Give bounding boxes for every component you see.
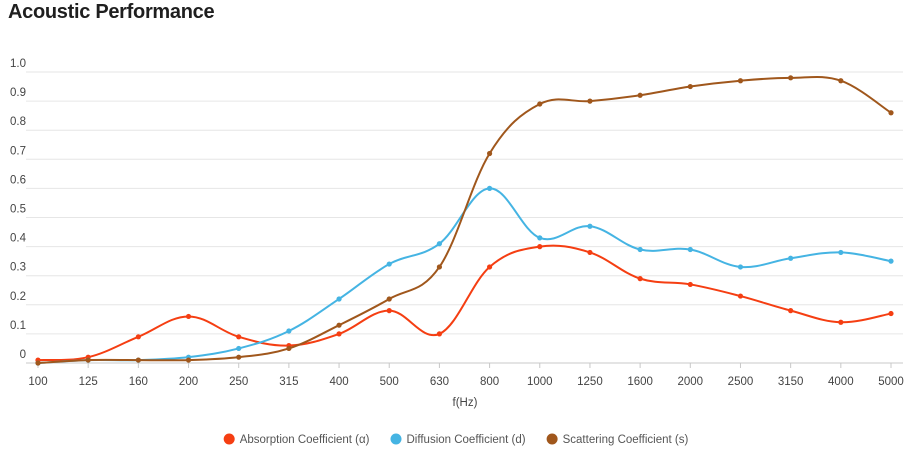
data-point[interactable]	[135, 334, 141, 340]
data-point[interactable]	[486, 150, 493, 157]
data-point[interactable]	[236, 345, 242, 352]
data-point[interactable]	[737, 293, 744, 299]
data-point[interactable]	[537, 244, 543, 250]
x-axis-label: f(Hz)	[453, 397, 478, 409]
data-point[interactable]	[788, 75, 794, 81]
data-point[interactable]	[236, 334, 242, 340]
legend-marker	[390, 433, 402, 445]
data-point[interactable]	[486, 185, 493, 191]
data-point[interactable]	[336, 296, 342, 302]
y-tick-label: 0.7	[10, 145, 26, 157]
x-tick-label: 4000	[828, 376, 854, 388]
data-point[interactable]	[587, 249, 593, 256]
data-point[interactable]	[838, 319, 844, 325]
data-point[interactable]	[286, 345, 292, 352]
x-tick-label: 100	[28, 376, 47, 388]
x-tick-label: 2000	[677, 376, 703, 388]
legend-item[interactable]: Diffusion Coefficient (d)	[390, 433, 526, 447]
data-point[interactable]	[687, 281, 693, 288]
series-1	[35, 244, 894, 363]
x-tick-label: 5000	[878, 376, 904, 388]
data-point[interactable]	[637, 246, 643, 253]
data-point[interactable]	[888, 310, 894, 317]
y-tick-label: 0.4	[10, 233, 27, 245]
y-tick-label: 0.6	[10, 174, 26, 186]
y-tick-label: 0.3	[10, 262, 26, 274]
data-point[interactable]	[336, 322, 342, 328]
y-tick-label: 0.8	[10, 116, 26, 128]
legend-marker	[546, 433, 558, 445]
data-point[interactable]	[888, 110, 894, 116]
y-tick-label: 0.5	[10, 204, 26, 216]
data-point[interactable]	[436, 241, 443, 247]
x-tick-label: 200	[179, 376, 198, 388]
data-point[interactable]	[737, 264, 744, 270]
legend-label: Diffusion Coefficient (d)	[407, 434, 526, 446]
x-axis-ticks: 100 125 160 200 250 315 400 500 630 800 1000 1250 16…	[28, 363, 904, 388]
y-tick-label: 0.1	[10, 320, 26, 332]
data-point[interactable]	[537, 101, 543, 107]
data-point[interactable]	[788, 255, 794, 261]
data-point[interactable]	[35, 360, 41, 366]
x-tick-label: 1000	[527, 376, 553, 388]
legend: Absorption Coefficient (α) Diffusion Coef…	[223, 433, 689, 447]
x-tick-label: 1600	[627, 376, 653, 388]
x-tick-label: 315	[279, 376, 298, 388]
y-tick-label: 1.0	[10, 58, 26, 70]
data-point[interactable]	[185, 313, 192, 320]
data-point[interactable]	[286, 328, 292, 334]
x-tick-label: 125	[79, 376, 98, 388]
y-tick-label: 0	[20, 349, 26, 361]
x-tick-label: 400	[329, 376, 348, 388]
data-point[interactable]	[637, 276, 643, 282]
data-point[interactable]	[687, 83, 693, 90]
data-point[interactable]	[436, 264, 443, 270]
x-tick-label: 630	[430, 376, 449, 388]
y-axis-ticks: 0 0.1 0.2 0.3 0.4 0.5 0.6 0.7 0.8 0.9 1.0	[10, 58, 27, 361]
data-point[interactable]	[587, 223, 593, 229]
data-point[interactable]	[386, 261, 392, 267]
y-tick-label: 0.2	[10, 291, 26, 303]
x-tick-label: 3150	[778, 376, 804, 388]
chart-title: Acoustic Performance	[8, 1, 215, 23]
legend-marker	[223, 433, 235, 445]
data-point[interactable]	[436, 331, 443, 337]
x-tick-label: 500	[380, 376, 399, 388]
legend-item[interactable]: Scattering Coefficient (s)	[546, 433, 689, 447]
gridlines	[26, 71, 903, 364]
y-tick-label: 0.9	[10, 87, 26, 99]
x-tick-label: 2500	[728, 376, 754, 388]
data-point[interactable]	[386, 308, 392, 314]
data-point[interactable]	[637, 92, 643, 98]
data-point[interactable]	[838, 78, 844, 84]
legend-label: Scattering Coefficient (s)	[563, 434, 689, 446]
legend-item[interactable]: Absorption Coefficient (α)	[223, 433, 370, 447]
data-point[interactable]	[236, 354, 242, 360]
series-line	[37, 75, 892, 364]
data-point[interactable]	[587, 98, 593, 104]
data-point[interactable]	[537, 235, 543, 241]
x-tick-label: 160	[129, 376, 148, 388]
series-3	[35, 75, 894, 366]
data-point[interactable]	[737, 78, 744, 84]
data-point[interactable]	[386, 296, 392, 302]
data-point[interactable]	[486, 264, 493, 270]
legend-label: Absorption Coefficient (α)	[240, 434, 370, 446]
data-point[interactable]	[185, 357, 192, 363]
data-point[interactable]	[135, 357, 141, 363]
data-point[interactable]	[838, 249, 844, 256]
x-tick-label: 250	[229, 376, 248, 388]
data-point[interactable]	[687, 246, 693, 253]
data-point[interactable]	[788, 308, 794, 314]
x-tick-label: 1250	[577, 376, 603, 388]
data-point[interactable]	[85, 357, 91, 363]
x-tick-label: 800	[480, 376, 499, 388]
series-line	[37, 244, 892, 362]
data-point[interactable]	[888, 258, 894, 264]
data-point[interactable]	[336, 331, 342, 337]
